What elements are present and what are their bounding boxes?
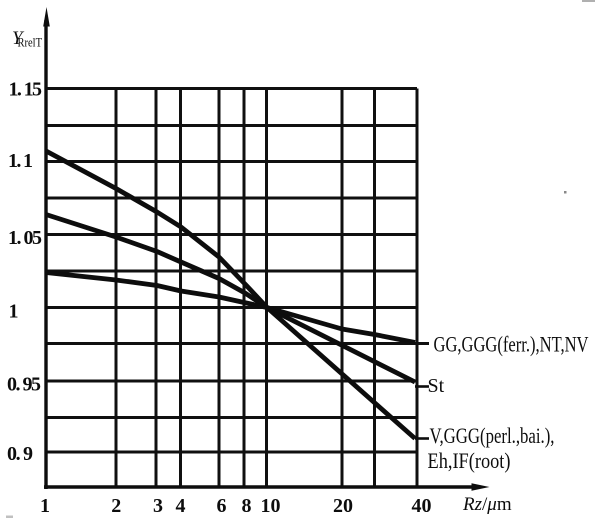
svg-text:Eh,IF(root): Eh,IF(root) <box>428 448 511 473</box>
svg-text:1: 1 <box>9 301 19 323</box>
svg-text:1. 1: 1. 1 <box>8 150 33 172</box>
svg-text:8: 8 <box>242 495 252 517</box>
svg-text:1: 1 <box>40 495 50 517</box>
svg-text:20: 20 <box>333 495 353 517</box>
svg-text:Y: Y <box>12 28 25 49</box>
svg-text:3: 3 <box>153 495 163 517</box>
svg-text:4: 4 <box>176 495 186 517</box>
svg-text:6: 6 <box>217 495 227 517</box>
svg-text:0. 95: 0. 95 <box>7 374 41 396</box>
svg-text:V,GGG(perl.,bai.),: V,GGG(perl.,bai.), <box>430 423 555 448</box>
svg-text:0. 9: 0. 9 <box>7 443 33 465</box>
svg-text:10: 10 <box>261 495 281 517</box>
svg-text:St: St <box>428 375 445 397</box>
svg-text:40: 40 <box>412 495 432 517</box>
svg-text:RrelT: RrelT <box>18 35 43 50</box>
svg-text:2: 2 <box>111 495 121 517</box>
svg-text:Rz/μm: Rz/μm <box>462 494 512 515</box>
svg-text:1. 15: 1. 15 <box>9 79 43 101</box>
svg-text:1. 05: 1. 05 <box>8 227 42 249</box>
svg-text:GG,GGG(ferr.),NT,NV: GG,GGG(ferr.),NT,NV <box>434 332 589 357</box>
